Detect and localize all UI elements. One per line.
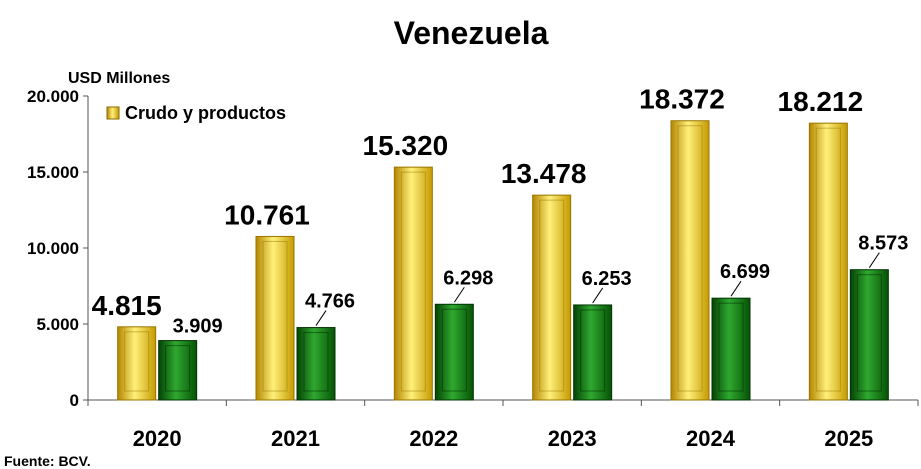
data-label-series-2: 6.699 <box>720 261 770 283</box>
data-label-crudo: 13.478 <box>501 158 587 189</box>
bar-crudo <box>670 120 710 401</box>
axes: 0 5.000 10.000 15.000 20.000 2020 2021 2022 2023… <box>27 87 919 451</box>
bars <box>117 120 889 401</box>
data-label-series-2: 8.573 <box>858 233 908 255</box>
x-tick-label: 2021 <box>271 426 320 451</box>
bar-crudo <box>117 326 157 401</box>
bar-series-2 <box>711 297 751 401</box>
bar-crudo <box>393 166 433 401</box>
bar-series-2-bevel <box>580 309 606 392</box>
x-tick-label: 2020 <box>133 426 182 451</box>
legend-label: Crudo y productos <box>125 103 286 123</box>
y-tick-label: 10.000 <box>27 239 79 258</box>
bar-crudo-bevel <box>677 125 703 392</box>
x-tick-label: 2023 <box>548 426 597 451</box>
chart-title: Venezuela <box>394 15 549 51</box>
legend: Crudo y productos <box>106 103 286 123</box>
bar-series-2 <box>573 304 613 401</box>
data-label-series-2: 6.298 <box>443 267 493 289</box>
bar-series-2-bevel <box>303 332 329 392</box>
data-label-crudo: 4.815 <box>92 290 162 321</box>
data-label-series-2: 4.766 <box>305 291 355 313</box>
y-tick-label: 15.000 <box>27 163 79 182</box>
bar-series-2-bevel <box>165 345 191 392</box>
data-label-crudo: 18.372 <box>639 84 725 115</box>
data-label-crudo: 15.320 <box>363 130 449 161</box>
bar-series-2 <box>434 303 474 401</box>
bar-series-2 <box>296 327 336 401</box>
data-label-series-2: 3.909 <box>173 316 223 338</box>
data-label-crudo: 18.212 <box>778 86 864 117</box>
y-tick-label: 5.000 <box>36 315 79 334</box>
x-tick-label: 2024 <box>686 426 736 451</box>
source-note: Fuente: BCV. <box>4 453 91 469</box>
leader-line <box>592 287 604 304</box>
bar-crudo-bevel <box>400 171 426 392</box>
y-tick-label: 0 <box>70 391 79 410</box>
bar-series-2-bevel <box>718 302 744 392</box>
bar-crudo-bevel <box>539 199 565 392</box>
x-tick-label: 2022 <box>409 426 458 451</box>
leader-line <box>868 252 880 268</box>
bar-crudo-bevel <box>124 331 150 392</box>
data-label-series-2: 6.253 <box>582 268 632 290</box>
bar-series-2 <box>849 269 889 401</box>
bar-crudo <box>808 122 848 401</box>
leader-line <box>730 280 742 297</box>
x-tick-label: 2025 <box>824 426 873 451</box>
y-axis-label: USD Millones <box>68 70 170 87</box>
data-labels: 4.815 3.909 10.761 4.766 15.320 6.298 13.478 6.… <box>92 84 909 338</box>
bar-series-2-bevel <box>441 308 467 392</box>
bar-crudo <box>532 194 572 401</box>
bar-crudo <box>255 235 295 401</box>
bar-crudo-bevel <box>262 240 288 392</box>
y-tick-label: 20.000 <box>27 87 79 106</box>
bar-series-2 <box>158 340 198 401</box>
bar-series-2-bevel <box>856 274 882 392</box>
bar-crudo-bevel <box>815 127 841 392</box>
data-label-crudo: 10.761 <box>224 199 310 230</box>
leader-line <box>315 310 327 326</box>
leader-line <box>453 286 465 303</box>
legend-swatch <box>106 106 120 120</box>
